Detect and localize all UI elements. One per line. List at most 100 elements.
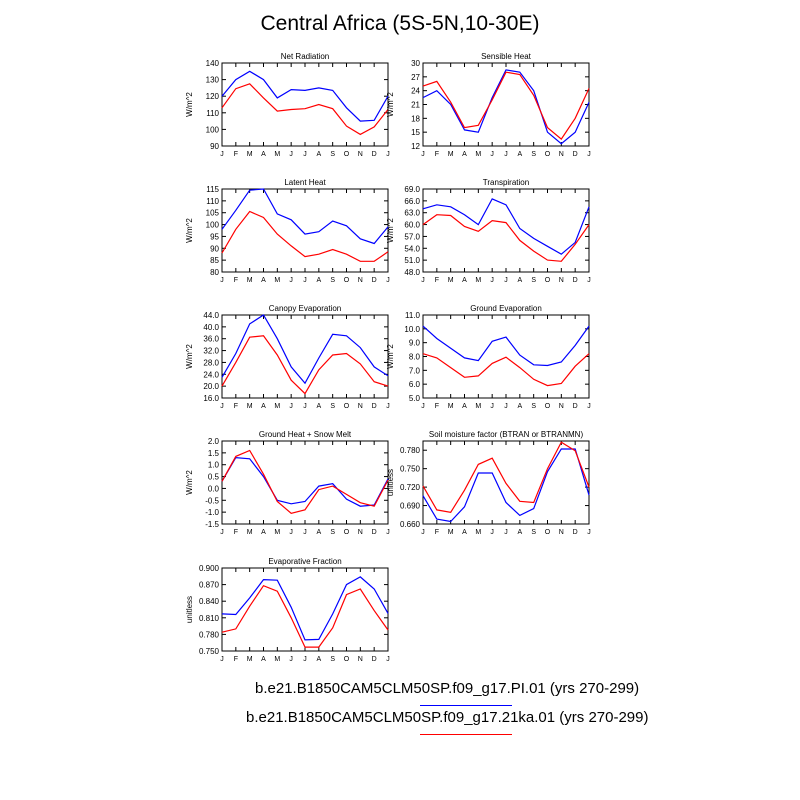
x-tick-label: J [386,151,390,158]
y-tick-label: 120 [206,92,220,101]
panel-title: Sensible Heat [481,52,532,61]
y-tick-label: 0.780 [199,630,220,639]
x-tick-label: J [303,529,307,536]
series-line-pi [221,188,389,245]
x-tick-label: S [531,529,536,536]
series-line-21ka [422,441,590,513]
x-tick-label: M [448,529,454,536]
y-tick-label: 1.5 [208,449,220,458]
x-tick-label: J [220,529,224,536]
y-tick-label: 30 [411,59,420,68]
panel-6: Ground Heat + Snow Melt W/m^2 -1.5 -1.0 -0.5… [185,430,390,536]
x-tick-label: J [289,277,293,284]
x-tick-label: N [559,403,564,410]
y-tick-label: 0.810 [199,614,220,623]
x-tick-label: O [545,151,551,158]
x-tick-label: D [372,277,377,284]
y-tick-label: 0.720 [400,483,421,492]
y-tick-label: 57.0 [404,232,420,241]
x-tick-label: J [504,529,508,536]
x-tick-label: J [220,656,224,663]
x-tick-label: J [504,403,508,410]
y-tick-label: 0.660 [400,520,421,529]
y-tick-label: 40.0 [203,323,219,332]
x-tick-label: M [274,277,280,284]
series-line-pi [221,314,389,385]
x-tick-label: A [261,403,266,410]
x-tick-label: D [573,529,578,536]
panel-0: Net Radiation W/m^2 90 100 110 120 130 140 J F M A M… [185,52,390,158]
y-axis-label: W/m^2 [386,344,395,369]
y-tick-label: 105 [206,209,220,218]
x-tick-label: J [386,277,390,284]
x-tick-label: O [545,529,551,536]
y-tick-label: 0.900 [199,564,220,573]
x-tick-label: D [573,277,578,284]
main-title: Central Africa (5S-5N,10-30E) [260,12,540,35]
x-tick-label: J [421,529,425,536]
y-tick-label: 110 [206,109,219,118]
y-tick-label: 16.0 [203,394,219,403]
x-tick-label: F [435,277,439,284]
x-tick-label: O [344,403,350,410]
x-tick-label: O [344,529,350,536]
x-tick-label: J [421,277,425,284]
x-tick-label: A [316,151,321,158]
series-line-21ka [422,353,590,387]
y-tick-label: 44.0 [203,311,219,320]
x-tick-label: J [587,151,591,158]
y-tick-label: 54.0 [404,244,420,253]
x-tick-label: D [573,403,578,410]
panel-title: Canopy Evaporation [269,304,342,313]
y-tick-label: 1.0 [208,461,220,470]
x-tick-label: J [289,151,293,158]
x-tick-label: M [475,403,481,410]
y-tick-label: 10.0 [404,325,420,334]
x-tick-label: F [234,277,238,284]
y-tick-label: 0.780 [400,446,421,455]
panel-frame [422,62,590,147]
x-tick-label: F [435,403,439,410]
x-tick-label: A [316,403,321,410]
panel-1: Sensible Heat W/m^2 12 15 18 21 24 27 30 J F M A M J J A… [386,52,591,158]
y-axis-label: W/m^2 [185,92,194,117]
series-line-pi [221,576,389,641]
x-tick-label: J [386,529,390,536]
x-tick-label: D [372,656,377,663]
y-axis-label: W/m^2 [386,92,395,117]
x-tick-label: A [462,151,467,158]
x-tick-label: A [316,529,321,536]
x-tick-label: A [261,151,266,158]
x-tick-label: A [462,277,467,284]
panel-title: Net Radiation [281,52,329,61]
x-tick-label: J [303,403,307,410]
x-tick-label: N [559,529,564,536]
x-tick-label: A [517,151,522,158]
x-tick-label: N [358,656,363,663]
series-line-21ka [221,210,389,262]
x-tick-label: J [587,403,591,410]
x-tick-label: M [475,151,481,158]
x-tick-label: D [573,151,578,158]
x-tick-label: J [587,277,591,284]
series-line-pi [422,69,590,145]
y-tick-label: 21 [411,101,420,110]
x-tick-label: A [261,529,266,536]
y-tick-label: 95 [210,232,219,241]
y-tick-label: 51.0 [404,256,420,265]
panel-frame [221,314,389,399]
x-tick-label: M [448,277,454,284]
y-tick-label: 85 [210,256,219,265]
y-tick-label: 140 [206,59,220,68]
x-tick-label: N [358,277,363,284]
y-axis-label: W/m^2 [185,344,194,369]
y-tick-label: 115 [206,185,219,194]
y-tick-label: 15 [411,128,420,137]
legend-swatch-21ka [420,734,512,735]
panel-title: Ground Heat + Snow Melt [259,430,352,439]
x-tick-label: J [490,529,494,536]
x-tick-label: J [421,403,425,410]
panel-title: Transpiration [483,178,529,187]
x-tick-label: S [330,151,335,158]
x-tick-label: A [316,277,321,284]
